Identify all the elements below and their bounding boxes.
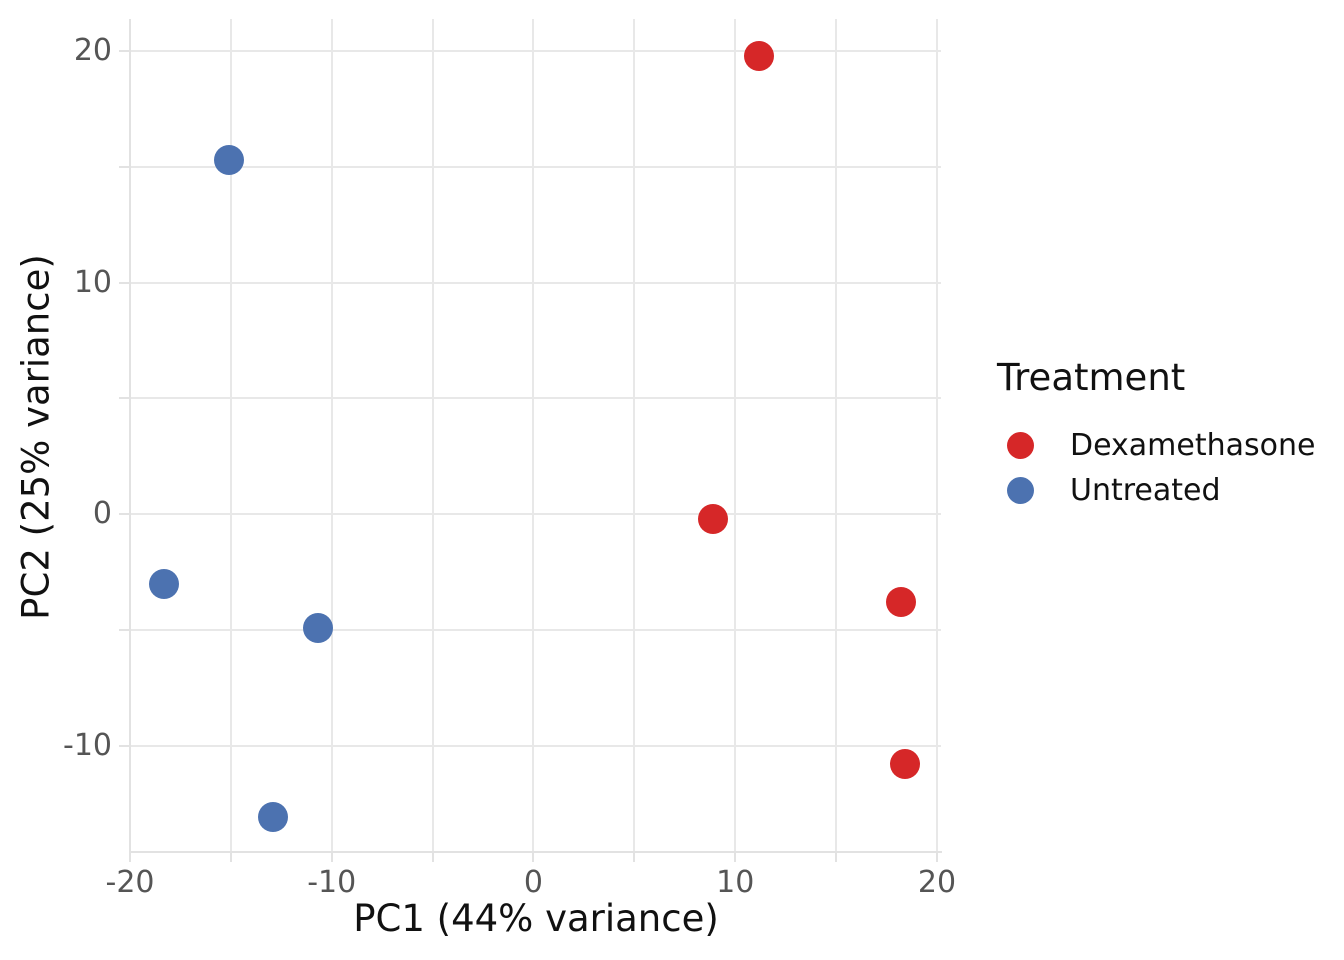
y-tick-label: 20 bbox=[73, 33, 112, 69]
bottom-axis-spine bbox=[129, 851, 942, 853]
x-tick-label: -20 bbox=[105, 865, 155, 900]
gridline-horizontal bbox=[130, 513, 941, 516]
gridline-vertical bbox=[330, 19, 333, 852]
x-tick-label: 20 bbox=[917, 865, 957, 900]
gridline-vertical bbox=[633, 19, 636, 852]
y-tick-mark bbox=[119, 744, 129, 747]
data-point-dexamethasone bbox=[698, 503, 729, 534]
y-tick-mark bbox=[119, 397, 129, 400]
gridline-vertical bbox=[935, 19, 938, 852]
data-point-dexamethasone bbox=[885, 587, 916, 618]
x-tick-mark bbox=[935, 852, 938, 862]
legend-item-dexamethasone: Dexamethasone bbox=[997, 423, 1315, 468]
gridline-horizontal bbox=[130, 50, 941, 53]
y-tick-label: 10 bbox=[73, 264, 112, 300]
gridline-vertical bbox=[431, 19, 434, 852]
legend: Treatment Dexamethasone Untreated bbox=[997, 356, 1315, 513]
y-tick-label: 0 bbox=[92, 496, 112, 532]
legend-swatch-untreated-icon bbox=[1007, 477, 1034, 504]
gridline-vertical bbox=[229, 19, 232, 852]
x-tick-label: 0 bbox=[523, 865, 544, 900]
gridline-horizontal bbox=[130, 281, 941, 284]
y-tick-mark bbox=[119, 513, 129, 516]
data-point-dexamethasone bbox=[744, 41, 775, 72]
y-tick-mark bbox=[119, 166, 129, 169]
data-point-untreated bbox=[258, 802, 289, 833]
gridline-horizontal bbox=[130, 166, 941, 169]
gridline-horizontal bbox=[130, 628, 941, 631]
y-axis-title: PC2 (25% variance) bbox=[14, 254, 58, 620]
y-tick-label: -10 bbox=[63, 727, 112, 763]
x-tick-mark bbox=[229, 852, 232, 862]
x-tick-label: 10 bbox=[716, 865, 755, 900]
legend-label-dexamethasone: Dexamethasone bbox=[1070, 428, 1316, 463]
data-point-untreated bbox=[213, 145, 244, 176]
plot-panel bbox=[130, 19, 941, 852]
gridline-vertical bbox=[835, 19, 838, 852]
gridline-horizontal bbox=[130, 744, 941, 747]
x-tick-mark bbox=[835, 852, 838, 862]
data-point-untreated bbox=[302, 612, 333, 643]
left-axis-spine bbox=[129, 19, 131, 853]
legend-title: Treatment bbox=[997, 356, 1186, 399]
gridline-vertical bbox=[532, 19, 535, 852]
x-tick-label: -10 bbox=[307, 865, 357, 900]
gridline-horizontal bbox=[130, 397, 941, 400]
legend-item-untreated: Untreated bbox=[997, 468, 1315, 513]
x-tick-mark bbox=[633, 852, 636, 862]
x-tick-mark bbox=[734, 852, 737, 862]
gridline-vertical bbox=[734, 19, 737, 852]
legend-label-untreated: Untreated bbox=[1070, 473, 1221, 508]
x-tick-mark bbox=[330, 852, 333, 862]
data-point-dexamethasone bbox=[889, 749, 920, 780]
data-point-untreated bbox=[149, 568, 180, 599]
x-tick-mark bbox=[532, 852, 535, 862]
x-tick-mark bbox=[431, 852, 434, 862]
x-axis-title: PC1 (44% variance) bbox=[353, 897, 719, 940]
legend-swatch-dexamethasone-icon bbox=[1007, 432, 1034, 459]
y-tick-mark bbox=[119, 281, 129, 284]
y-tick-mark bbox=[119, 628, 129, 631]
x-tick-mark bbox=[129, 852, 131, 862]
y-tick-mark bbox=[119, 50, 129, 53]
